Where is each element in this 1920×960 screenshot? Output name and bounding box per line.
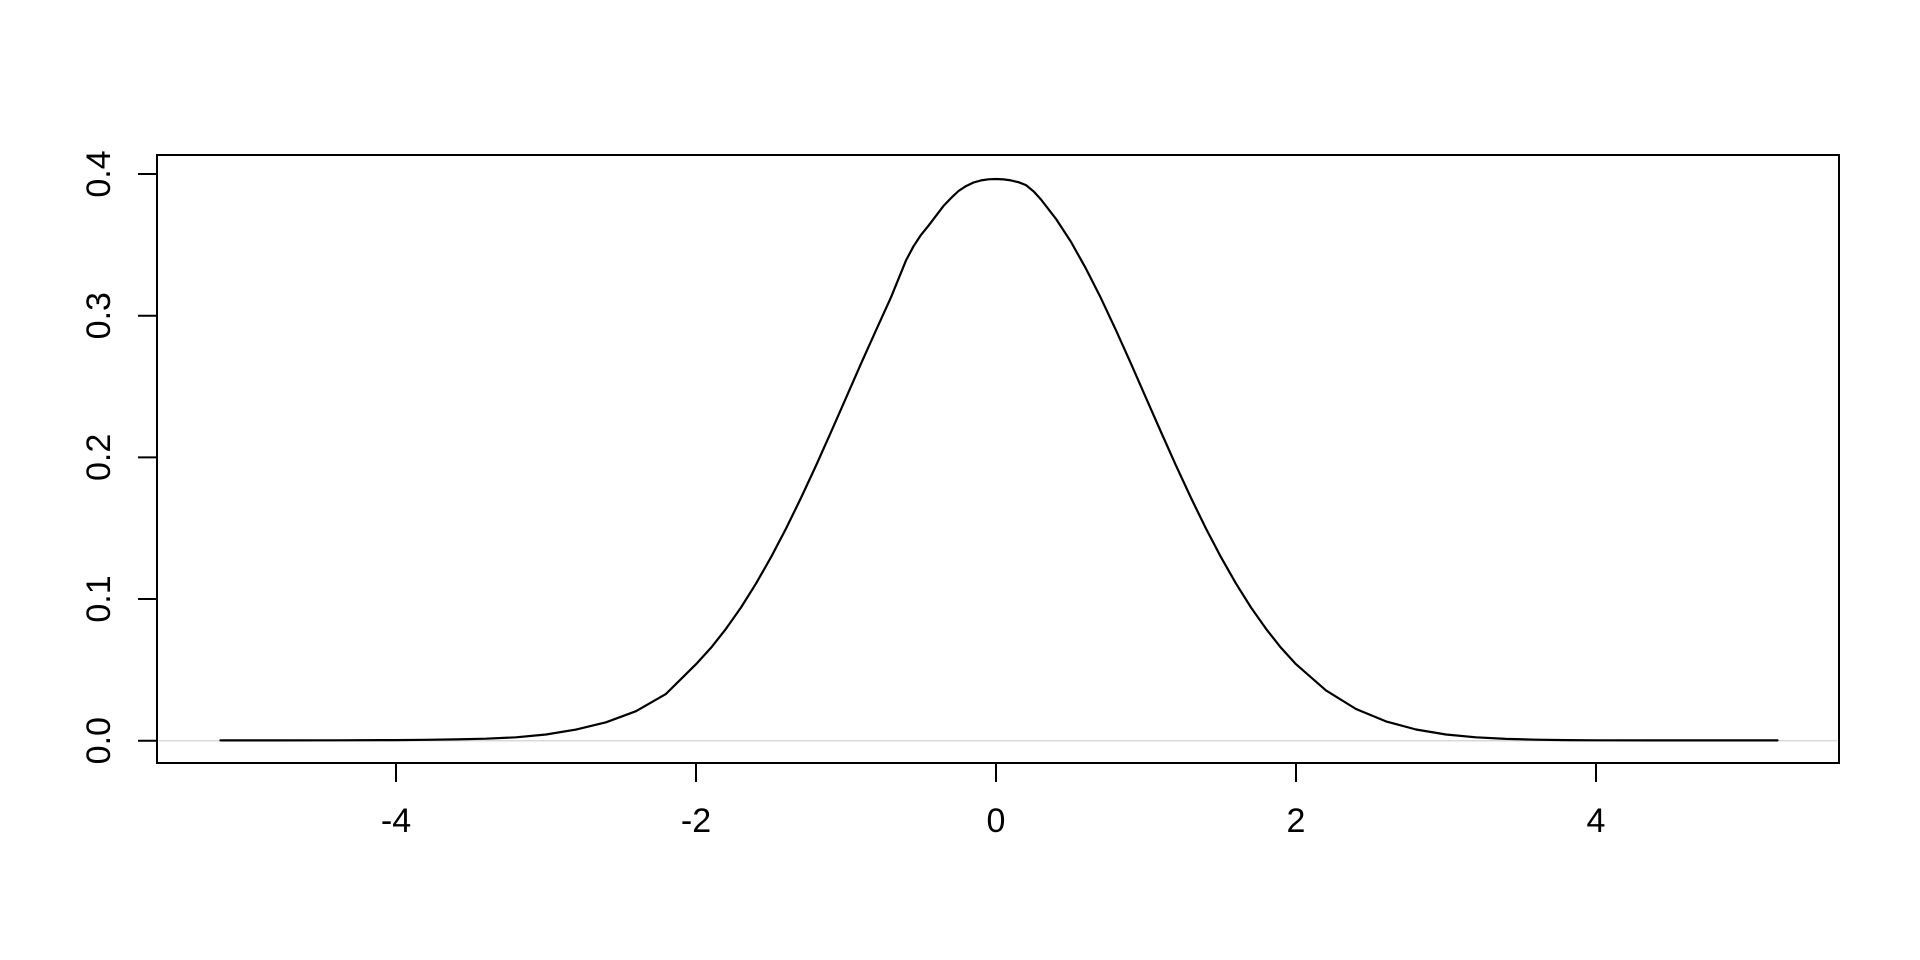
y-axis-tick-label: 0.1	[80, 575, 118, 622]
density-curve	[219, 177, 1779, 742]
y-axis-tick-label: 0.2	[80, 434, 118, 481]
y-axis-tick-label: 0.0	[80, 717, 118, 764]
y-axis-tick-label: 0.3	[80, 292, 118, 339]
y-axis-tick-label: 0.4	[80, 150, 118, 197]
x-axis-tick-label: -4	[381, 802, 411, 840]
x-axis-tick-label: 0	[987, 802, 1006, 840]
x-axis-tick-label: 4	[1587, 802, 1606, 840]
x-axis-tick-label: 2	[1287, 802, 1306, 840]
x-axis-tick-label: -2	[681, 802, 711, 840]
plot-box	[156, 154, 1840, 764]
